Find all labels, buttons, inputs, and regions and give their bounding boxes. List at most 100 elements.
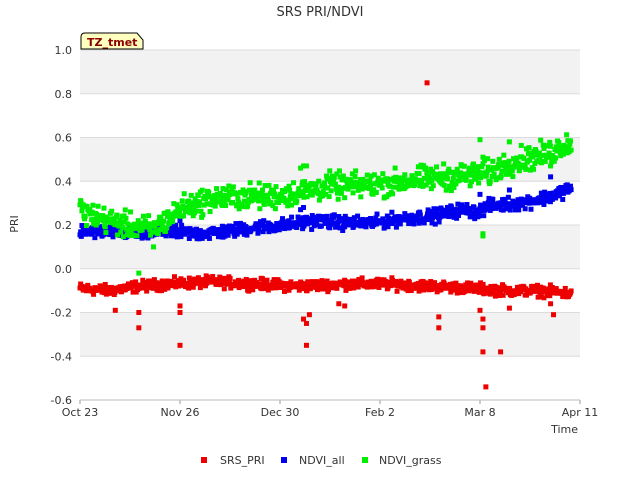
data-point	[425, 207, 431, 213]
data-point	[463, 177, 469, 183]
data-point	[261, 201, 267, 207]
data-point	[408, 287, 414, 293]
data-point	[198, 208, 204, 214]
data-point	[124, 232, 130, 238]
data-point	[144, 282, 150, 288]
data-point	[171, 231, 177, 237]
y-tick-label: 0.4	[55, 175, 73, 188]
data-point	[186, 235, 192, 241]
data-point	[162, 228, 168, 234]
data-point	[360, 176, 366, 182]
data-point	[190, 213, 196, 219]
data-point	[78, 233, 84, 239]
data-point	[200, 212, 206, 218]
plot-band	[80, 50, 580, 94]
data-point	[390, 220, 396, 226]
data-point	[472, 171, 478, 177]
data-point	[102, 281, 108, 287]
data-point	[281, 288, 287, 294]
data-point	[201, 202, 207, 208]
legend-swatch-ndvi-grass	[362, 457, 368, 463]
data-point	[306, 185, 312, 191]
data-point	[507, 207, 513, 213]
data-point	[329, 219, 335, 225]
data-point	[483, 173, 489, 179]
data-point	[170, 223, 176, 229]
data-point	[258, 190, 264, 196]
data-point	[148, 279, 154, 285]
data-point	[320, 214, 326, 220]
data-points	[77, 80, 574, 390]
data-point	[497, 204, 503, 210]
data-point	[320, 193, 326, 199]
data-point	[285, 203, 291, 209]
data-point	[252, 277, 258, 283]
data-point	[436, 219, 442, 225]
data-point	[564, 182, 570, 188]
data-point	[546, 286, 552, 292]
data-point	[210, 225, 216, 231]
data-point	[188, 192, 194, 198]
data-point	[213, 198, 219, 204]
data-point	[530, 197, 536, 203]
data-point	[446, 166, 452, 172]
data-point	[226, 183, 232, 189]
data-point	[558, 153, 564, 159]
data-point	[399, 179, 405, 185]
data-point-outlier	[548, 174, 554, 180]
data-point	[203, 194, 209, 200]
data-point	[412, 182, 418, 188]
data-point	[485, 200, 491, 206]
data-point	[212, 193, 218, 199]
data-point	[276, 197, 282, 203]
data-point	[90, 202, 96, 208]
data-point	[525, 151, 531, 157]
data-point	[316, 178, 322, 184]
data-point	[296, 216, 302, 222]
data-point	[379, 277, 385, 283]
data-point	[233, 221, 239, 227]
data-point	[122, 219, 128, 225]
data-point	[159, 288, 165, 294]
data-point	[427, 283, 433, 289]
data-point	[168, 211, 174, 217]
data-point	[336, 213, 342, 219]
data-point	[423, 165, 429, 171]
data-point-outlier	[548, 163, 554, 169]
data-point	[456, 172, 462, 178]
data-point	[334, 285, 340, 291]
data-point	[157, 227, 163, 233]
data-point	[382, 224, 388, 230]
data-point	[102, 224, 108, 230]
data-point	[128, 229, 134, 235]
data-point	[301, 194, 307, 200]
data-point	[325, 176, 331, 182]
data-point	[366, 185, 372, 191]
data-point	[296, 186, 302, 192]
data-point	[260, 229, 266, 235]
data-point	[378, 181, 384, 187]
data-point	[247, 180, 253, 186]
data-point	[478, 280, 484, 286]
data-point	[178, 276, 184, 282]
data-point	[560, 196, 566, 202]
legend-swatch-ndvi-all	[281, 457, 287, 463]
data-point	[380, 171, 386, 177]
data-point	[162, 286, 168, 292]
data-point	[392, 165, 398, 171]
data-point	[529, 150, 535, 156]
data-point	[214, 186, 220, 192]
data-point	[222, 192, 228, 198]
x-axis-ticks: Oct 23 Nov 26 Dec 30 Feb 2 Mar 8 Apr 11	[62, 399, 598, 419]
data-point	[567, 138, 573, 144]
data-point	[428, 186, 434, 192]
data-point	[457, 177, 463, 183]
data-point	[393, 174, 399, 180]
data-point	[547, 143, 553, 149]
data-point	[145, 235, 151, 241]
data-point	[466, 168, 472, 174]
data-point	[298, 221, 304, 227]
data-point	[390, 191, 396, 197]
data-point	[92, 235, 98, 241]
data-point	[568, 147, 574, 153]
